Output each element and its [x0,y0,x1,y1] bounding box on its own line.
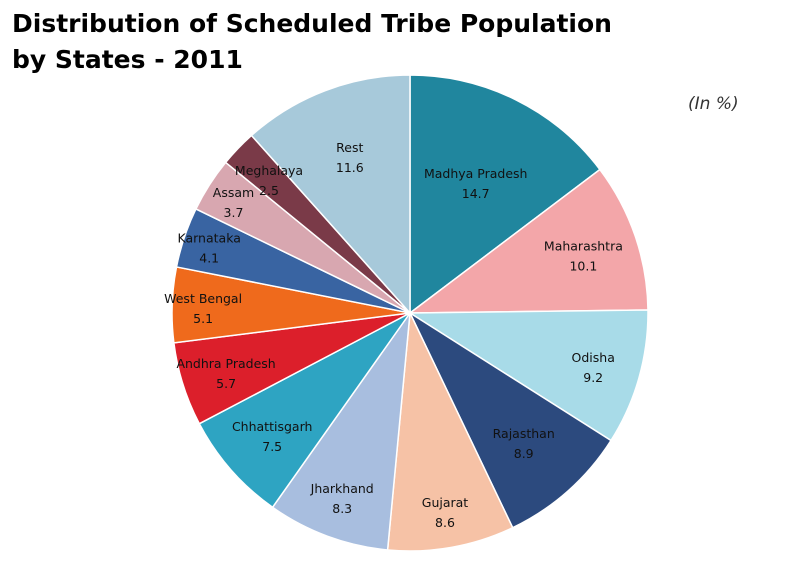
slice-label-rajasthan: Rajasthan [493,426,555,441]
pie-slice-rest [250,74,411,315]
pie-slice-jharkhand [271,310,412,551]
slice-label-west-bengal: West Bengal [164,291,242,306]
slice-label-andhra-pradesh: Andhra Pradesh [176,356,275,371]
slice-label-karnataka: Karnataka [178,231,241,246]
slice-value-jharkhand: 8.3 [332,501,352,516]
pie-slice-madhya-pradesh [409,74,601,315]
slice-label-madhya-pradesh: Madhya Pradesh [424,166,528,181]
slice-label-chhattisgarh: Chhattisgarh [232,419,312,434]
slice-label-odisha: Odisha [572,350,615,365]
slice-value-rest: 11.6 [336,160,364,175]
pie-slices [171,74,649,552]
slice-label-rest: Rest [336,140,363,155]
slice-value-west-bengal: 5.1 [193,311,213,326]
slice-value-karnataka: 4.1 [199,251,219,266]
pie-slice-rajasthan [408,310,612,529]
pie-labels: Madhya Pradesh 14.7 Maharashtra 10.1 Odisha 9… [164,140,623,530]
slice-value-madhya-pradesh: 14.7 [462,186,490,201]
slice-label-maharashtra: Maharashtra [544,239,623,254]
slice-value-andhra-pradesh: 5.7 [216,376,236,391]
slice-value-maharashtra: 10.1 [569,259,597,274]
chart-title-line-2: by States - 2011 [12,45,243,74]
slice-label-jharkhand: Jharkhand [310,481,374,496]
unit-label: (In %) [688,94,739,114]
slice-value-gujarat: 8.6 [435,515,455,530]
slice-label-assam: Assam [213,185,254,200]
slice-value-assam: 3.7 [224,205,244,220]
slice-value-rajasthan: 8.9 [514,446,534,461]
pie-slice-chhattisgarh [198,312,411,509]
pie-slice-maharashtra [407,168,649,314]
slice-label-meghalaya: Meghalaya [235,163,303,178]
pie-slice-gujarat [386,310,514,552]
slice-value-chhattisgarh: 7.5 [262,439,282,454]
pie-slice-odisha [407,309,649,442]
slice-value-odisha: 9.2 [583,370,603,385]
chart-title: Distribution of Scheduled Tribe Populati… [12,6,612,78]
slice-label-gujarat: Gujarat [422,495,469,510]
slice-value-meghalaya: 2.5 [259,183,279,198]
chart-title-line-1: Distribution of Scheduled Tribe Populati… [12,9,612,38]
